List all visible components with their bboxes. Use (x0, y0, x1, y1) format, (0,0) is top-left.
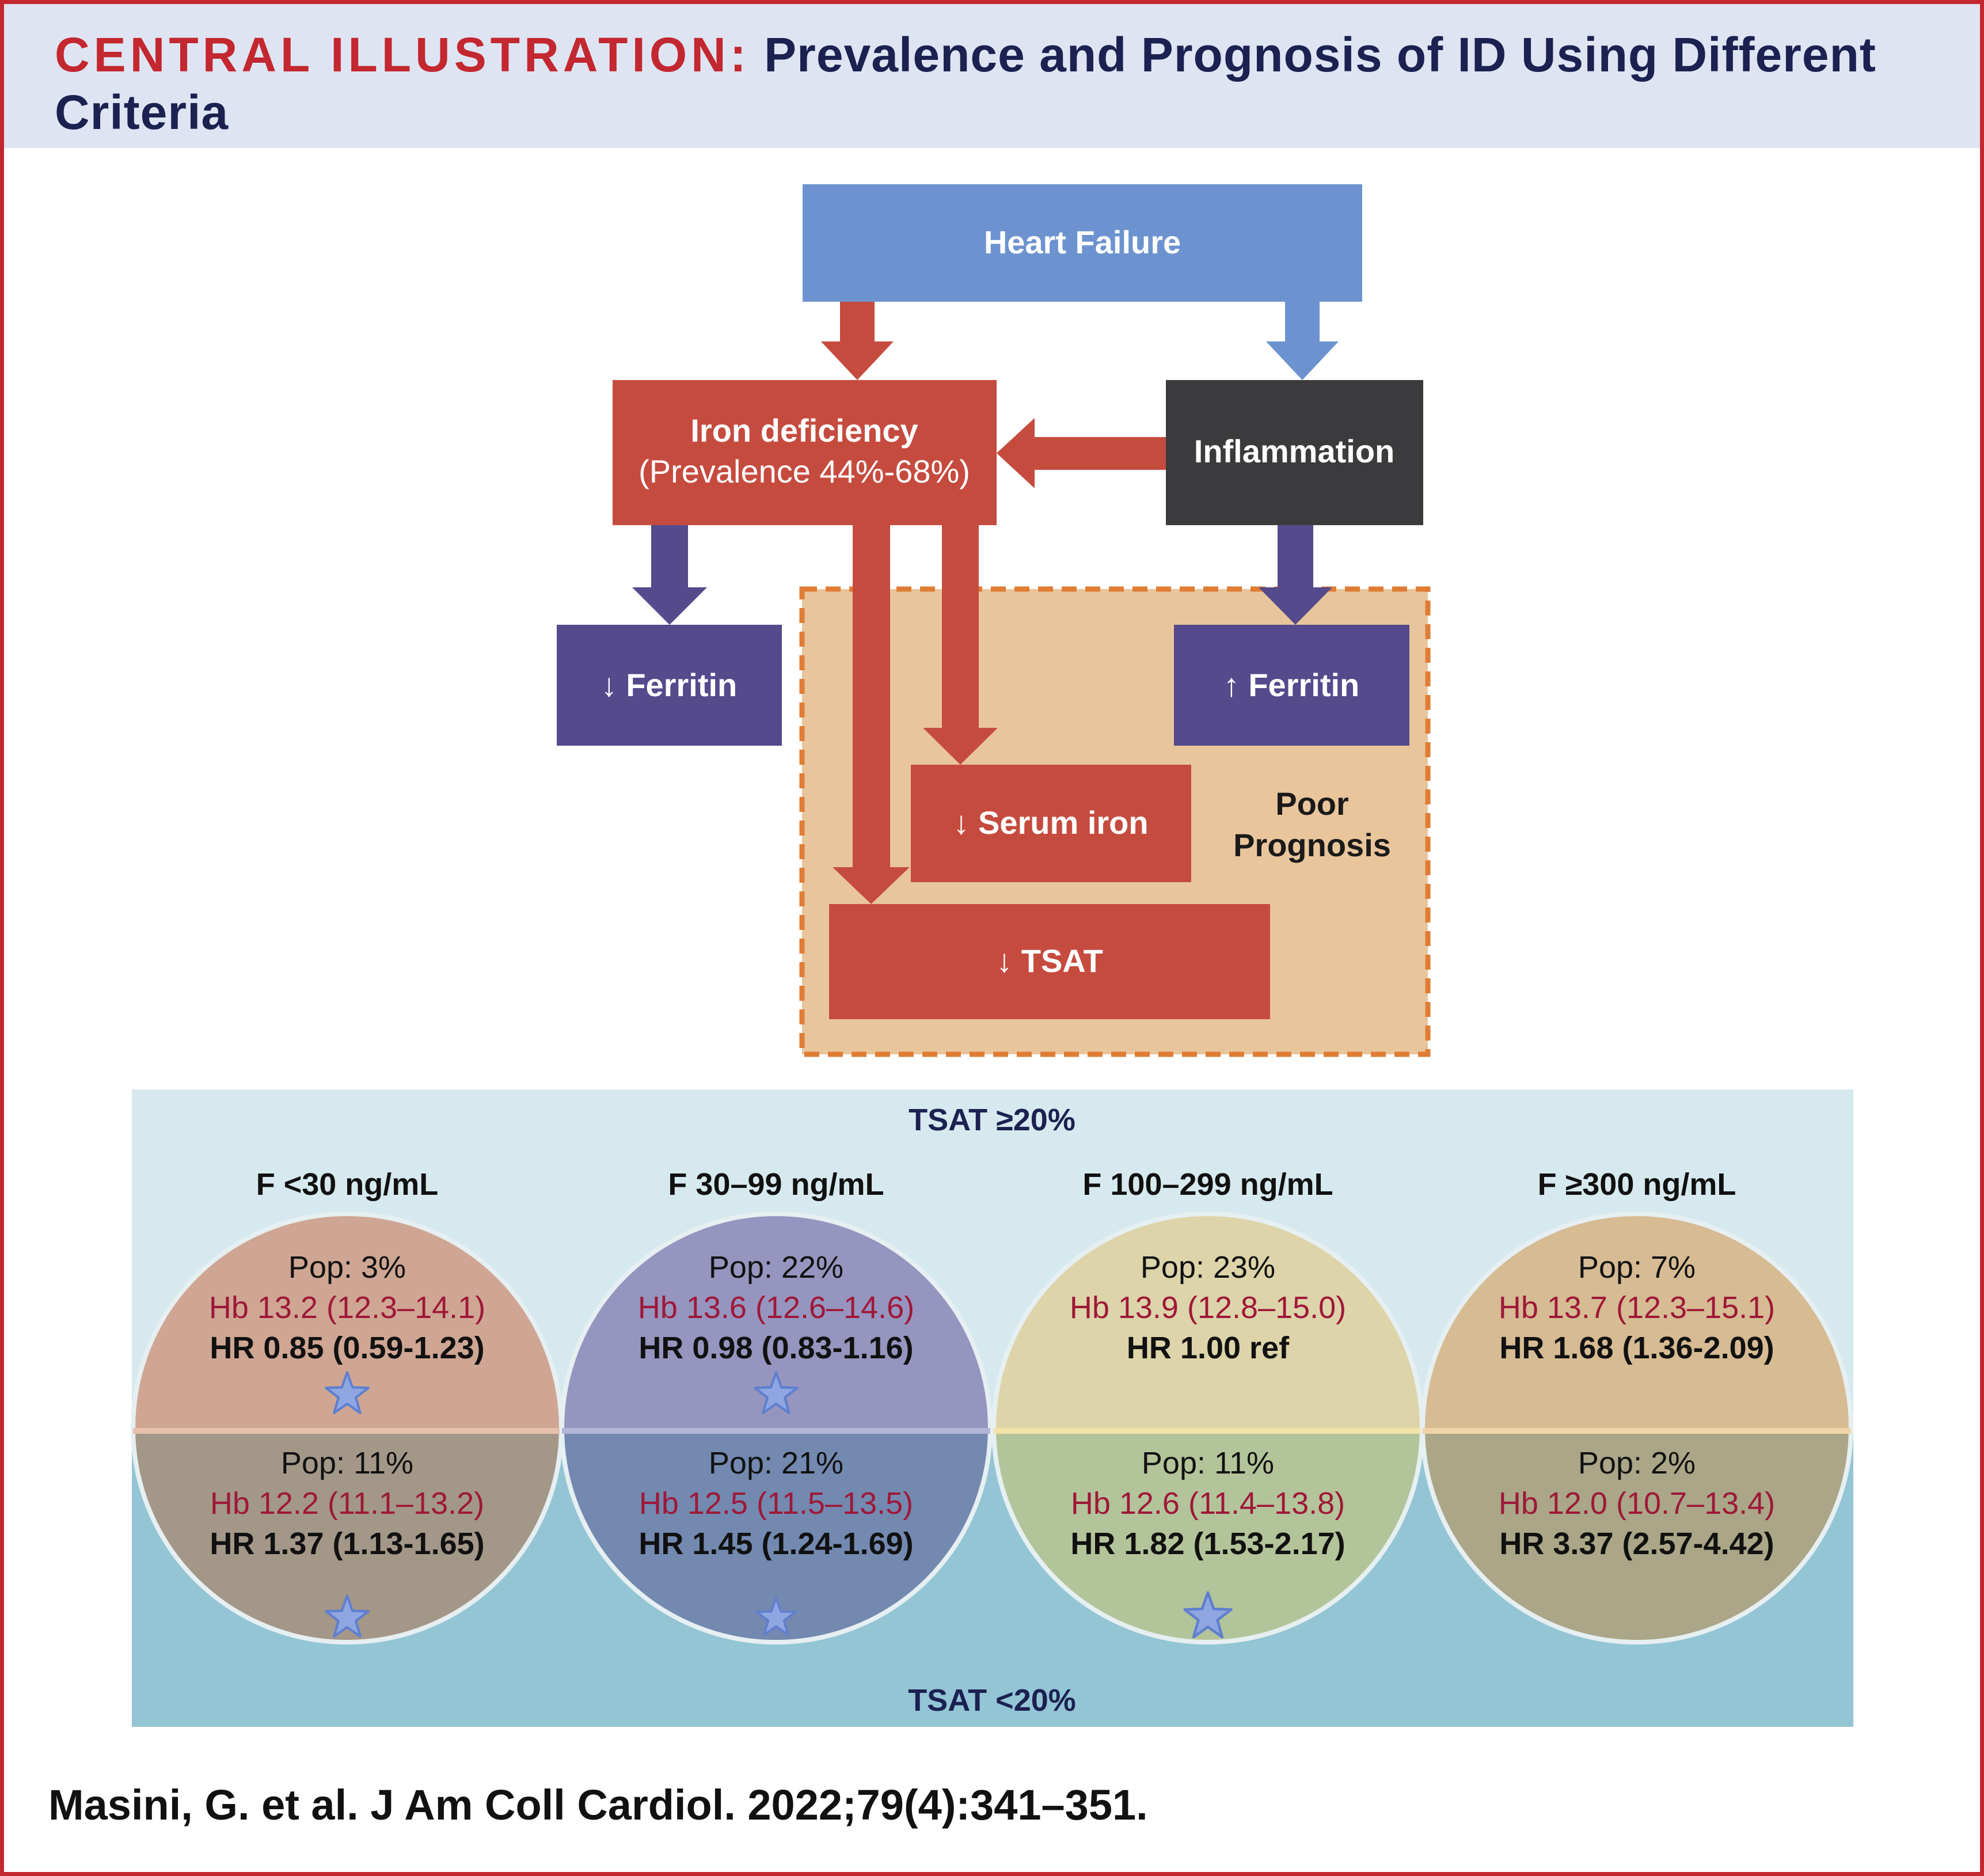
top-hb: Hb 13.2 (12.3–14.1) (209, 1290, 485, 1325)
tsat-low-label: TSAT <20% (908, 1683, 1076, 1718)
low-ferritin-box (557, 625, 782, 746)
title-part2: Criteria (55, 85, 229, 139)
heart-failure-label: Heart Failure (984, 224, 1181, 260)
top-hb: Hb 13.7 (12.3–15.1) (1499, 1290, 1775, 1325)
bottom-pop: Pop: 11% (281, 1446, 413, 1480)
serum-iron-box (911, 765, 1191, 882)
iron-deficiency-label: Iron deficiency (690, 412, 918, 449)
serum-iron-label: ↓ Serum iron (953, 804, 1148, 841)
bottom-hb: Hb 12.0 (10.7–13.4) (1499, 1486, 1775, 1521)
circle-bottom (562, 1431, 990, 1642)
title: CENTRAL ILLUSTRATION: Prevalence and Pro… (55, 26, 1955, 141)
bottom-pop: Pop: 2% (1578, 1446, 1696, 1480)
group-label: F ≥300 ng/mL (1538, 1167, 1736, 1202)
prevalence-label: (Prevalence 44%-68%) (638, 453, 970, 489)
tsat-box (829, 904, 1270, 1019)
low-ferritin-label: ↓ Ferritin (601, 667, 737, 703)
top-hr: HR 1.00 ref (1127, 1331, 1290, 1365)
circle-top (562, 1214, 990, 1431)
tsat-label: ↓ TSAT (996, 943, 1103, 979)
high-ferritin-box (1174, 625, 1409, 746)
circle-top (133, 1214, 561, 1431)
group-f-100-299: F 100–299 ng/mL Pop: 23% Hb 13.9 (12.8–1… (991, 1167, 1424, 1645)
bottom-hb: Hb 12.2 (11.1–13.2) (210, 1486, 484, 1521)
top-pop: Pop: 23% (1141, 1250, 1275, 1285)
top-pop: Pop: 3% (288, 1250, 406, 1285)
inflammation-label: Inflammation (1194, 433, 1394, 469)
top-hr: HR 1.68 (1.36-2.09) (1499, 1331, 1774, 1365)
top-hr: HR 0.85 (0.59-1.23) (210, 1331, 484, 1365)
arrow-iron-to-low-ferritin (632, 525, 707, 625)
arrow-hf-to-iron (821, 302, 894, 380)
circle-bottom (994, 1431, 1422, 1642)
top-hb: Hb 13.9 (12.8–15.0) (1070, 1290, 1346, 1325)
title-part1: Prevalence and Prognosis of ID Using Dif… (764, 28, 1876, 82)
top-hb: Hb 13.6 (12.6–14.6) (638, 1290, 914, 1325)
arrow-inflammation-to-iron (997, 418, 1166, 488)
inflammation-box (1166, 380, 1423, 525)
circle-top (994, 1214, 1422, 1431)
bottom-hr: HR 1.82 (1.53-2.17) (1070, 1526, 1345, 1561)
citation: Masini, G. et al. J Am Coll Cardiol. 202… (48, 1781, 1148, 1829)
circle-top (1423, 1214, 1851, 1431)
bottom-pop: Pop: 21% (709, 1446, 843, 1480)
bottom-hr: HR 1.37 (1.13-1.65) (210, 1526, 484, 1561)
group-label: F 30–99 ng/mL (668, 1167, 884, 1202)
top-pop: Pop: 7% (1578, 1250, 1696, 1285)
bottom-hb: Hb 12.5 (11.5–13.5) (639, 1486, 913, 1521)
bottom-hr: HR 1.45 (1.24-1.69) (638, 1526, 913, 1561)
poor-prognosis-label-2: Prognosis (1233, 827, 1391, 863)
bottom-pop: Pop: 11% (1142, 1446, 1274, 1480)
bottom-hr: HR 3.37 (2.57-4.42) (1499, 1526, 1774, 1561)
title-tag: CENTRAL ILLUSTRATION: (55, 28, 750, 82)
group-f-300-plus: F ≥300 ng/mL Pop: 7% Hb 13.7 (12.3–15.1)… (1420, 1167, 1853, 1645)
poor-prognosis-label-1: Poor (1275, 785, 1349, 822)
arrow-iron-to-tsat (833, 525, 910, 904)
arrow-iron-to-serum-iron (923, 525, 998, 765)
top-pop: Pop: 22% (709, 1250, 843, 1285)
header-band: CENTRAL ILLUSTRATION: Prevalence and Pro… (4, 4, 1980, 148)
high-ferritin-label: ↑ Ferritin (1223, 667, 1359, 703)
bottom-hb: Hb 12.6 (11.4–13.8) (1071, 1486, 1345, 1521)
circle-bottom (1423, 1431, 1851, 1642)
arrow-hf-to-inflammation (1266, 302, 1339, 380)
group-f-30-99: F 30–99 ng/mL Pop: 22% Hb 13.6 (12.6–14.… (560, 1167, 993, 1645)
group-label: F 100–299 ng/mL (1082, 1167, 1333, 1202)
arrow-inflammation-to-high-ferritin (1259, 525, 1332, 625)
iron-deficiency-box (613, 380, 997, 525)
top-hr: HR 0.98 (0.83-1.16) (638, 1331, 913, 1365)
circle-bottom (133, 1431, 561, 1642)
tsat-high-label: TSAT ≥20% (909, 1103, 1075, 1137)
group-label: F <30 ng/mL (256, 1167, 439, 1202)
group-f-under-30: F <30 ng/mL Pop: 3% Hb 13.2 (12.3–14.1) … (131, 1167, 564, 1645)
heart-failure-box (803, 184, 1362, 302)
